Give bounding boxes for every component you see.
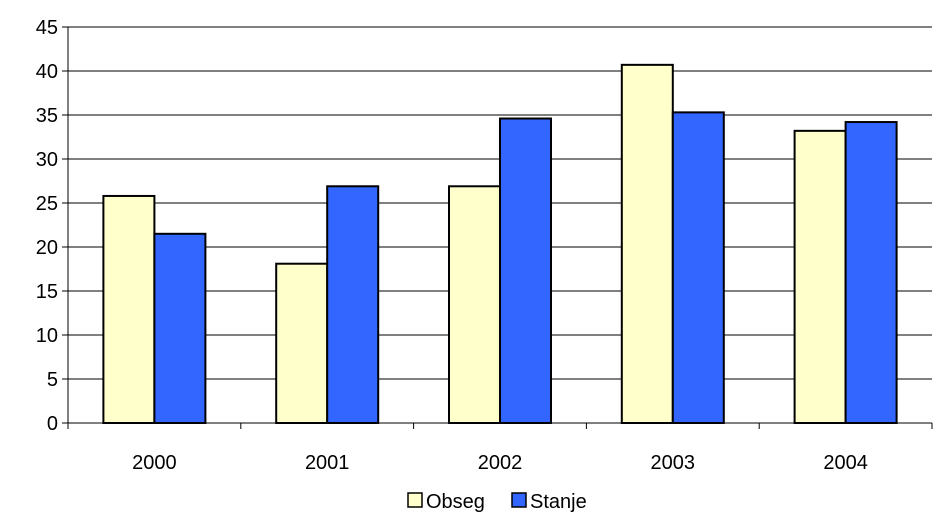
bar-stanje-2000 — [153, 232, 207, 424]
bar-obseg-2001 — [275, 262, 329, 424]
y-tick-label: 5 — [47, 369, 58, 391]
legend-swatch-stanje — [511, 492, 527, 508]
x-tick-label: 2002 — [478, 452, 523, 474]
bar-obseg-2003 — [620, 63, 674, 424]
y-tick-label: 15 — [36, 281, 58, 303]
bar-stanje-2002 — [499, 117, 552, 425]
x-tick-label: 2000 — [132, 452, 177, 474]
bar-stanje-2004 — [844, 121, 898, 424]
x-tick-label: 2003 — [651, 452, 696, 474]
bar-obseg-2004 — [793, 129, 847, 424]
legend-swatch-obseg — [407, 492, 423, 508]
bar-stanje-2001 — [326, 185, 380, 424]
y-tick-label: 30 — [36, 149, 58, 171]
legend: Obseg Stanje — [407, 491, 587, 513]
x-tick-label: 2004 — [823, 452, 868, 474]
y-tick-label: 20 — [36, 237, 58, 259]
legend-label-stanje: Stanje — [530, 491, 587, 513]
bar-obseg-2002 — [448, 185, 501, 424]
x-axis: 2000 2001 2002 2003 2004 — [67, 422, 933, 474]
y-tick-label: 35 — [36, 105, 58, 127]
legend-label-obseg: Obseg — [426, 491, 485, 513]
y-tick-label: 10 — [36, 325, 58, 347]
bars — [102, 63, 898, 425]
bar-stanje-2003 — [671, 111, 725, 425]
y-tick-label: 0 — [47, 413, 58, 435]
bar-obseg-2000 — [102, 194, 156, 424]
y-tick-label: 25 — [36, 193, 58, 215]
y-tick-label: 45 — [36, 17, 58, 39]
y-axis: 0 5 10 15 20 25 30 35 40 45 — [36, 17, 69, 435]
x-tick-label: 2001 — [305, 452, 350, 474]
y-tick-label: 40 — [36, 61, 58, 83]
